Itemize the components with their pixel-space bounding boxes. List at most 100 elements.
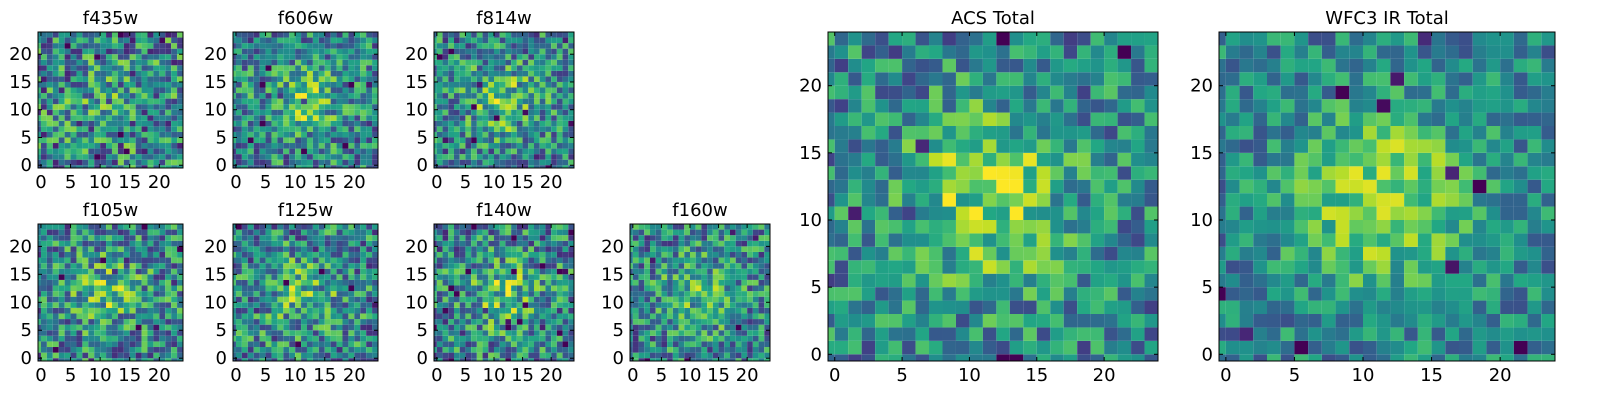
heatmap-cell bbox=[661, 235, 667, 241]
heatmap-cell bbox=[696, 235, 702, 241]
heatmap-cell bbox=[517, 137, 523, 143]
heatmap-cell bbox=[724, 336, 730, 342]
heatmap-cell bbox=[1050, 233, 1063, 246]
heatmap-cell bbox=[360, 115, 366, 121]
heatmap-cell bbox=[460, 286, 466, 292]
heatmap-cell bbox=[366, 230, 372, 236]
heatmap-cell bbox=[171, 353, 177, 359]
heatmap-cell bbox=[159, 235, 165, 241]
heatmap-cell bbox=[153, 353, 159, 359]
heatmap-cell bbox=[271, 263, 277, 269]
heatmap-cell bbox=[505, 224, 511, 230]
heatmap-cell bbox=[260, 230, 266, 236]
heatmap-cell bbox=[465, 235, 471, 241]
heatmap-cell bbox=[471, 241, 477, 247]
heatmap-cell bbox=[313, 258, 319, 264]
heatmap-cell bbox=[1077, 354, 1090, 361]
heatmap-cell bbox=[488, 32, 494, 38]
heatmap-cell bbox=[534, 302, 540, 308]
x-tick-label: 5 bbox=[260, 365, 271, 386]
heatmap-cell bbox=[372, 330, 378, 336]
heatmap-cell bbox=[568, 246, 574, 252]
y-tick-label: 5 bbox=[417, 320, 428, 341]
heatmap-cell bbox=[707, 308, 713, 314]
heatmap-cell bbox=[142, 280, 148, 286]
heatmap-cell bbox=[82, 302, 88, 308]
heatmap-cell bbox=[71, 71, 77, 77]
heatmap-cell bbox=[454, 336, 460, 342]
heatmap-cell bbox=[106, 252, 112, 258]
heatmap-cell bbox=[147, 104, 153, 110]
heatmap-cell bbox=[47, 336, 53, 342]
heatmap-cell bbox=[848, 193, 861, 206]
heatmap-cell bbox=[719, 269, 725, 275]
heatmap-cell bbox=[942, 233, 955, 246]
heatmap-cell bbox=[159, 297, 165, 303]
heatmap-cell bbox=[443, 99, 449, 105]
heatmap-cell bbox=[996, 180, 1009, 193]
heatmap-cell bbox=[53, 252, 59, 258]
heatmap-cell bbox=[534, 297, 540, 303]
heatmap-cell bbox=[488, 43, 494, 49]
heatmap-cell bbox=[448, 43, 454, 49]
heatmap-cell bbox=[1050, 354, 1063, 361]
heatmap-cell bbox=[540, 137, 546, 143]
heatmap-cell bbox=[673, 252, 679, 258]
heatmap-cell bbox=[342, 76, 348, 82]
heatmap-cell bbox=[969, 180, 982, 193]
heatmap-cell bbox=[477, 353, 483, 359]
heatmap-cell bbox=[372, 325, 378, 331]
heatmap-cell bbox=[488, 258, 494, 264]
heatmap-cell bbox=[248, 115, 254, 121]
heatmap-cell bbox=[319, 330, 325, 336]
heatmap-cell bbox=[736, 274, 742, 280]
heatmap-cell bbox=[557, 291, 563, 297]
heatmap-cell bbox=[656, 353, 662, 359]
heatmap-cell bbox=[307, 263, 313, 269]
heatmap-cell bbox=[165, 76, 171, 82]
heatmap-cell bbox=[511, 71, 517, 77]
heatmap-cell bbox=[142, 149, 148, 155]
heatmap-cell bbox=[713, 302, 719, 308]
heatmap-cell bbox=[454, 308, 460, 314]
heatmap-cell bbox=[696, 263, 702, 269]
heatmap-cell bbox=[53, 297, 59, 303]
heatmap-cell bbox=[747, 319, 753, 325]
heatmap-cell bbox=[1118, 180, 1131, 193]
heatmap-cell bbox=[494, 280, 500, 286]
heatmap-cell bbox=[65, 65, 71, 71]
heatmap-cell bbox=[1064, 327, 1077, 340]
heatmap-cell bbox=[639, 347, 645, 353]
heatmap-cell bbox=[325, 32, 331, 38]
heatmap-cell bbox=[448, 32, 454, 38]
heatmap-cell bbox=[325, 71, 331, 77]
heatmap-cell bbox=[719, 336, 725, 342]
heatmap-cell bbox=[673, 353, 679, 359]
heatmap-cell bbox=[568, 341, 574, 347]
heatmap-cell bbox=[551, 224, 557, 230]
heatmap-cell bbox=[348, 38, 354, 44]
heatmap-cell bbox=[301, 297, 307, 303]
heatmap-cell bbox=[1091, 274, 1104, 287]
heatmap-cell bbox=[47, 71, 53, 77]
heatmap-cell bbox=[511, 297, 517, 303]
heatmap-cell bbox=[313, 132, 319, 138]
heatmap-cell bbox=[106, 274, 112, 280]
heatmap-cell bbox=[753, 274, 759, 280]
heatmap-cell bbox=[540, 246, 546, 252]
heatmap-cell bbox=[301, 88, 307, 94]
heatmap-cell bbox=[59, 325, 65, 331]
heatmap-cell bbox=[106, 60, 112, 66]
heatmap-cell bbox=[557, 76, 563, 82]
heatmap-cell bbox=[342, 347, 348, 353]
heatmap-cell bbox=[100, 65, 106, 71]
heatmap-cell bbox=[828, 327, 835, 340]
heatmap-cell bbox=[242, 258, 248, 264]
heatmap-cell bbox=[679, 353, 685, 359]
heatmap-cell bbox=[437, 353, 443, 359]
heatmap-cell bbox=[159, 65, 165, 71]
heatmap-cell bbox=[724, 246, 730, 252]
heatmap-cell bbox=[124, 241, 130, 247]
heatmap-cell bbox=[1037, 314, 1050, 327]
